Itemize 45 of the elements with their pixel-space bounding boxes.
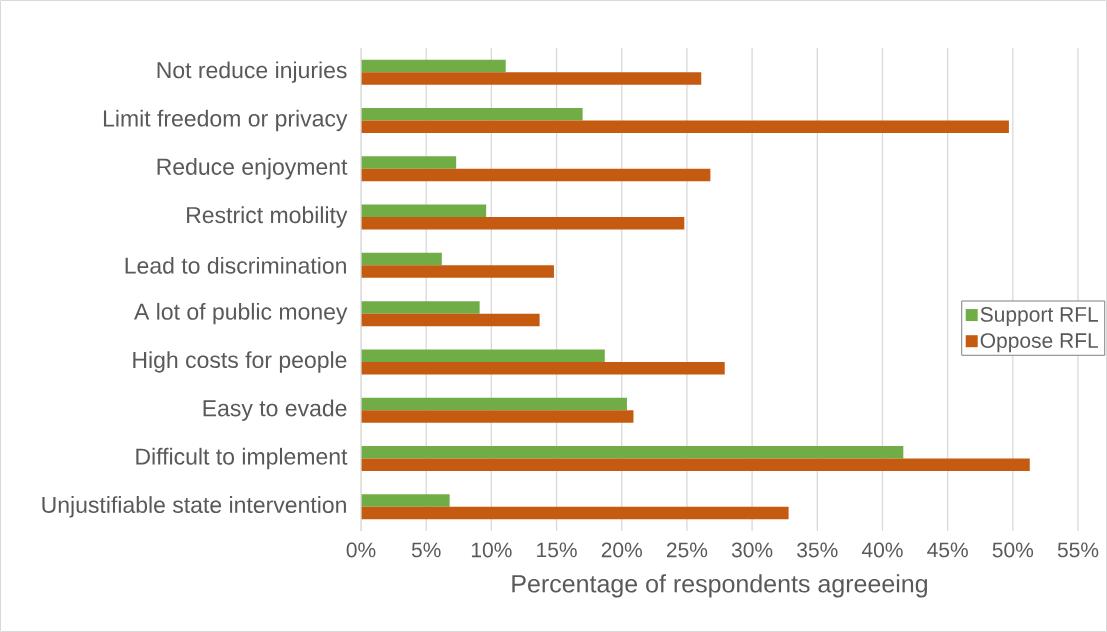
x-tick-label: 35% — [797, 542, 838, 558]
bar — [361, 107, 583, 121]
bar — [361, 410, 634, 423]
y-tick-label: Limit freedom or privacy — [103, 109, 348, 132]
y-tick-label: High costs for people — [133, 351, 347, 373]
x-tick-label: 40% — [861, 542, 903, 558]
y-tick-label: Reduce enjoyment — [157, 158, 348, 180]
x-tick-label: 15% — [537, 542, 577, 558]
bar — [361, 494, 450, 507]
bar — [361, 204, 487, 218]
bar — [361, 313, 540, 327]
y-tick-label: Difficult to implement — [136, 447, 348, 470]
x-tick-label: 25% — [666, 542, 708, 558]
y-tick-label: Restrict mobility — [187, 206, 348, 228]
bar — [361, 349, 605, 362]
bar — [361, 217, 685, 230]
x-tick-label: 30% — [731, 542, 773, 558]
x-tick-label: 10% — [471, 542, 512, 558]
bar — [361, 361, 725, 375]
bar — [361, 446, 904, 459]
bar — [361, 265, 554, 278]
bar — [361, 59, 506, 73]
x-tick-label: 50% — [992, 542, 1034, 558]
y-tick-label: Lead to discrimination — [125, 256, 346, 274]
x-tick-label: 0% — [346, 542, 376, 558]
bar — [361, 301, 480, 314]
bar — [361, 72, 702, 85]
bar — [361, 252, 442, 266]
y-tick-label: Easy to evade — [203, 399, 347, 421]
x-tick-label: 20% — [601, 542, 642, 558]
bar — [361, 168, 711, 182]
x-tick-label: 45% — [927, 542, 968, 558]
x-tick-label: 5% — [411, 542, 441, 558]
y-tick-label: Unjustifiable state intervention — [42, 496, 346, 518]
bar — [361, 120, 1009, 133]
y-tick-label: A lot of public money — [134, 302, 348, 325]
bar — [361, 458, 1030, 472]
bar — [361, 397, 627, 411]
x-axis-title: Percentage of respondents agreeeing — [512, 574, 927, 598]
legend-label: Oppose RFL — [980, 333, 1099, 353]
x-tick-label: 55% — [1057, 542, 1099, 558]
y-tick-label: Not reduce injuries — [157, 61, 347, 83]
bar — [361, 156, 457, 169]
bar — [361, 506, 789, 520]
legend-label: Support RFL — [980, 306, 1099, 326]
